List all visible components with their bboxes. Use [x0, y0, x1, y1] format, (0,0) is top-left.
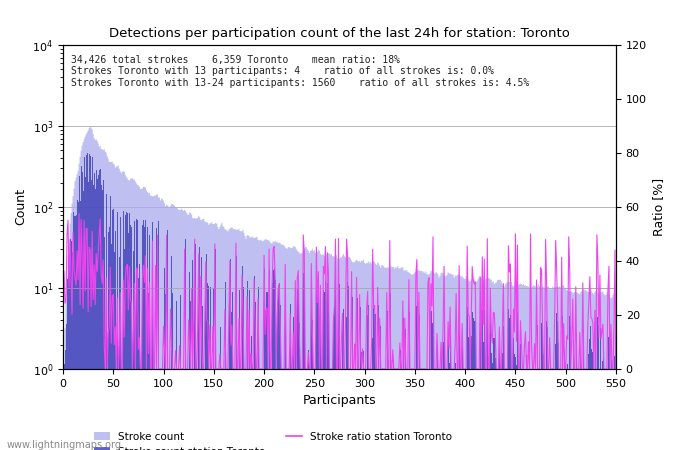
Text: www.lightningmaps.org: www.lightningmaps.org: [7, 440, 122, 450]
Stroke ratio station Toronto: [102, 275, 111, 280]
Stroke ratio station Toronto: [274, 286, 282, 292]
Y-axis label: Ratio [%]: Ratio [%]: [652, 178, 666, 236]
Stroke ratio station Toronto: [60, 269, 68, 274]
Text: 34,426 total strokes    6,359 Toronto    mean ratio: 18%
Strokes Toronto with 13: 34,426 total strokes 6,359 Toronto mean …: [71, 55, 529, 88]
Y-axis label: Count: Count: [14, 189, 27, 225]
Title: Detections per participation count of the last 24h for station: Toronto: Detections per participation count of th…: [109, 27, 570, 40]
X-axis label: Participants: Participants: [302, 394, 377, 407]
Stroke ratio station Toronto: [612, 366, 620, 372]
Stroke ratio station Toronto: [444, 319, 452, 324]
Stroke ratio station Toronto: [547, 366, 556, 372]
Line: Stroke ratio station Toronto: Stroke ratio station Toronto: [64, 214, 616, 369]
Legend: Stroke count, Stroke count station Toronto, Stroke ratio station Toronto: Stroke count, Stroke count station Toron…: [90, 428, 456, 450]
Stroke ratio station Toronto: [313, 300, 321, 306]
Stroke ratio station Toronto: [101, 366, 109, 372]
Stroke ratio station Toronto: [549, 366, 557, 372]
Stroke ratio station Toronto: [75, 211, 83, 216]
